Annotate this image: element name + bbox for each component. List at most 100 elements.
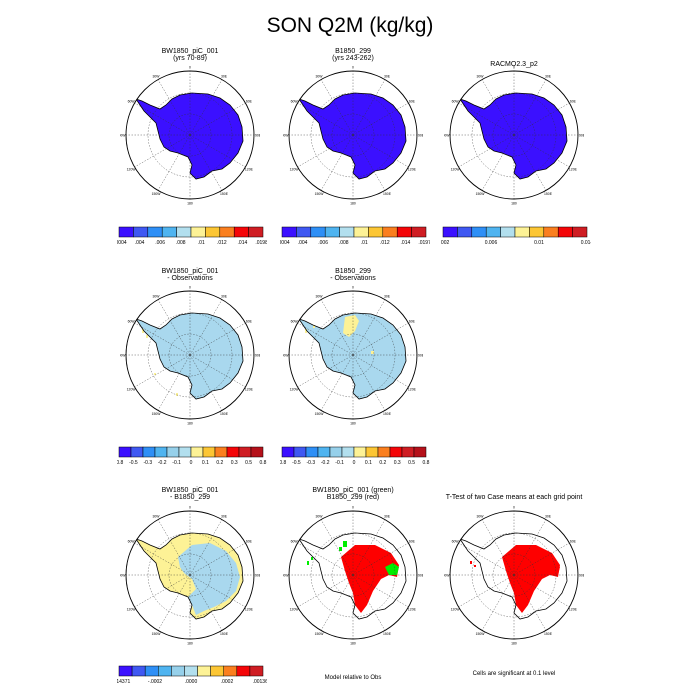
longitude-label: 120E (408, 607, 417, 611)
peninsula-fill (293, 87, 301, 99)
longitude-label: 60W (291, 539, 299, 543)
longitude-label: 60E (246, 539, 253, 543)
longitude-label: 120W (451, 167, 461, 171)
colorbar-box (442, 226, 458, 238)
colorbar-box (210, 665, 224, 677)
longitude-label: 150E (220, 192, 229, 196)
longitude-label: 90E (255, 133, 260, 137)
colorbar-box (514, 226, 530, 238)
significant-cells-region (546, 563, 560, 575)
colorbar-label: .008 (176, 240, 186, 246)
colorbar-label: .0000 (185, 679, 198, 685)
colorbar-label: 0.1 (365, 460, 372, 466)
colorbar-box (130, 446, 144, 458)
positive-anomaly-patch (146, 335, 148, 338)
longitude-label: 0 (352, 65, 354, 69)
longitude-label: 60E (570, 99, 577, 103)
colorbar-box (382, 226, 398, 238)
colorbar-box (176, 226, 192, 238)
colorbar-label: .012 (217, 240, 227, 246)
colorbar-label: .004 (135, 240, 145, 246)
longitude-label: 60W (128, 539, 136, 543)
colorbar-label: -0.8 (280, 460, 287, 466)
colorbar-box (572, 226, 588, 238)
colorbar-box (457, 226, 473, 238)
longitude-label: 30E (545, 514, 552, 518)
note-model-relative: Model relative to Obs (324, 675, 382, 681)
colorbar-label: .006 (318, 240, 328, 246)
positive-anomaly-patch (176, 393, 178, 396)
colorbar-label: 0.3 (231, 460, 238, 466)
longitude-label: 120W (127, 167, 137, 171)
red-case-region (341, 545, 399, 613)
colorbar-box (324, 226, 340, 238)
longitude-label: 30W (153, 294, 161, 298)
colorbar-box (281, 226, 297, 238)
colorbar-box (190, 226, 206, 238)
colorbar-label: 0.1 (202, 460, 209, 466)
panel-title-line1: B1850_299 (335, 48, 371, 55)
colorbar-box (154, 446, 168, 458)
colorbar-label: .006 (155, 240, 165, 246)
longitude-label: 90W (120, 353, 126, 357)
panel-title-p8: BW1850_piC_001 (green) B1850_299 (red) (253, 487, 453, 501)
positive-anomaly-patch (371, 351, 374, 354)
panel-title-line2: - B1850_299 (169, 494, 211, 501)
longitude-label: 30E (221, 74, 228, 78)
panel-title-p7: BW1850_piC_001 - B1850_299 (90, 487, 290, 501)
colorbar-p4: -0.8 -0.5 -0.3 -0.2 -0.1 0 0.1 0.2 0.3 0.5 0.8 (117, 446, 267, 466)
colorbar-box (353, 226, 369, 238)
longitude-label: 120W (290, 387, 300, 391)
colorbar-box (249, 665, 264, 677)
longitude-label: 90W (444, 573, 450, 577)
negative-difference-region (178, 543, 240, 615)
polar-map-p8: 0 30E 60E 90E 120E 150E 180 150W 120W 90W 60W 30W (283, 505, 423, 645)
longitude-label: 120W (127, 607, 137, 611)
longitude-label: 60W (452, 99, 460, 103)
colorbar-label: .014 (401, 240, 411, 246)
longitude-label: 150W (476, 192, 486, 196)
colorbar-p2: .00004 .004 .006 .008 .01 .012 .014 .01972 (280, 226, 430, 246)
peninsula-fill (130, 527, 138, 539)
longitude-label: 150E (544, 632, 553, 636)
positive-anomaly-patch (313, 325, 315, 328)
colorbar-box (500, 226, 516, 238)
colorbar-box (142, 446, 156, 458)
coastline (135, 532, 244, 620)
colorbar-label: 0.01 (534, 240, 544, 246)
colorbar-box (339, 226, 355, 238)
coastline (459, 532, 568, 620)
longitude-label: 150E (544, 192, 553, 196)
colorbar-label: .01972 (418, 240, 430, 246)
colorbar-box (529, 226, 545, 238)
colorbar-box (161, 226, 177, 238)
colorbar-box (131, 665, 146, 677)
longitude-label: 60W (291, 99, 299, 103)
longitude-label: 0 (513, 65, 515, 69)
colorbar-box (219, 226, 235, 238)
colorbar-label: 0.5 (245, 460, 252, 466)
peninsula-coastline (453, 86, 463, 100)
colorbar-label: .0013683 (253, 679, 267, 685)
colorbar-box (557, 226, 573, 238)
longitude-label: 90E (579, 573, 584, 577)
colorbar-box (184, 665, 198, 677)
longitude-label: 30E (221, 294, 228, 298)
longitude-label: 120E (569, 167, 578, 171)
positive-anomaly-patch (154, 373, 156, 375)
longitude-label: 120W (290, 167, 300, 171)
longitude-label: 180 (511, 201, 517, 205)
coastline (459, 92, 568, 180)
longitude-label: 0 (189, 285, 191, 289)
colorbar-label: .014 (238, 240, 248, 246)
longitude-label: 120E (408, 167, 417, 171)
significant-cell-patch (474, 565, 476, 567)
map-boundary (125, 70, 255, 200)
colorbar-box (118, 226, 134, 238)
coastline (298, 532, 407, 620)
longitude-label: 150W (476, 632, 486, 636)
polar-map-p5: 0 30E 60E 90E 120E 150E 180 150W 120W 90W 60W 30W (283, 285, 423, 425)
longitude-label: 30W (153, 514, 161, 518)
longitude-label: 120E (245, 387, 254, 391)
meridian-line (458, 574, 515, 608)
